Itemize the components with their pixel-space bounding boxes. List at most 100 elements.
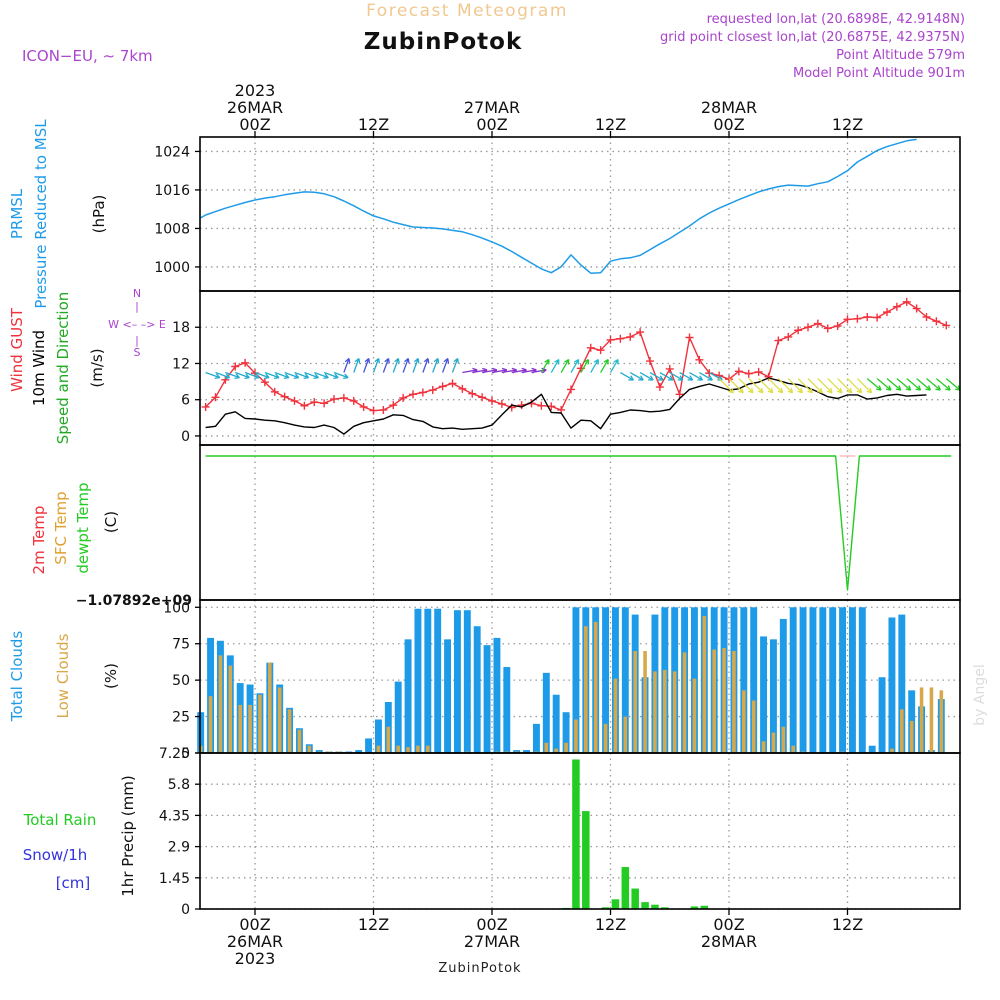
wind-direction-arrowhead xyxy=(214,373,221,380)
gust-marker xyxy=(586,343,595,352)
gust-marker xyxy=(784,332,793,341)
low-clouds-bar xyxy=(426,745,430,753)
wind-direction-arrow xyxy=(649,371,664,381)
wind-direction-arrow xyxy=(600,359,609,373)
model-point-altitude: Model Point Altitude 901m xyxy=(793,66,965,81)
y-tick-label: 25 xyxy=(172,710,190,726)
wind-direction-arrow xyxy=(550,359,560,373)
wind-direction-arrow xyxy=(294,371,309,379)
gust-marker xyxy=(863,312,872,321)
gust-marker xyxy=(320,399,329,408)
total-clouds-bar xyxy=(789,607,797,753)
gust-marker xyxy=(655,383,664,392)
wind-direction-arrow xyxy=(580,359,589,373)
wind-direction-arrow xyxy=(501,369,517,374)
gust-marker xyxy=(912,304,921,313)
wind-direction-arrow xyxy=(758,378,774,394)
total-clouds-bar xyxy=(473,626,481,753)
y-tick-label: 1024 xyxy=(154,144,190,160)
low-clouds-bar xyxy=(623,716,628,753)
wind-direction-arrow xyxy=(699,371,713,381)
wind-direction-arrowhead xyxy=(413,357,420,364)
wind-direction-arrowhead xyxy=(905,385,912,391)
total-clouds-bar xyxy=(404,639,412,753)
low-clouds-bar xyxy=(663,669,667,753)
time-tick-label-top: 12Z xyxy=(595,115,626,134)
wind-direction-arrow xyxy=(412,358,419,373)
y-tick-label: 12 xyxy=(172,356,190,372)
total-clouds-bar xyxy=(779,618,787,753)
pressure-label: PRMSL xyxy=(8,188,26,239)
total-clouds-bar xyxy=(819,607,827,753)
total-clouds-bar xyxy=(552,694,560,753)
wind-direction-arrow xyxy=(402,358,409,373)
gust-marker xyxy=(330,395,338,404)
wind-direction-arrowhead xyxy=(404,357,410,364)
gust-marker xyxy=(942,321,951,330)
y-tick-label: 7.25 xyxy=(159,746,190,762)
wind-direction-arrow xyxy=(847,378,863,394)
gust-marker xyxy=(488,396,496,405)
requested-coords: requested lon,lat (20.6898E, 42.9148N) xyxy=(707,12,965,27)
wind-direction-arrow xyxy=(679,371,693,381)
time-tick-label-top: 12Z xyxy=(832,115,863,134)
low-clouds-bar xyxy=(771,732,776,753)
low-clouds-bar xyxy=(633,651,637,753)
wind-direction-arrowhead xyxy=(687,375,694,381)
wind-direction-arrowhead xyxy=(777,387,784,394)
wind-direction-arrow xyxy=(254,371,270,379)
total-clouds-bar xyxy=(799,607,807,753)
wind-direction-arrowhead xyxy=(925,385,932,391)
total-clouds-bar xyxy=(355,750,363,753)
wind-direction-arrow xyxy=(353,358,360,373)
wind-direction-arrowhead xyxy=(273,373,280,380)
gust-marker xyxy=(892,302,901,311)
gust-marker xyxy=(685,333,694,342)
gust-marker xyxy=(260,378,269,387)
wind-direction-arrowhead xyxy=(433,357,440,364)
panel-frame-precipitation xyxy=(199,752,961,910)
wind-direction-arrow xyxy=(372,358,380,373)
low-clouds-bar xyxy=(890,748,894,753)
low-clouds-bar xyxy=(702,616,707,753)
wind-direction-arrow xyxy=(511,369,527,374)
temp-2m-label: 2m Temp xyxy=(30,506,48,575)
low-clouds-bar xyxy=(712,649,716,753)
time-tick-label-top: 26MAR xyxy=(227,98,283,117)
wind-direction-arrow xyxy=(659,371,674,381)
time-tick-label-top: 00Z xyxy=(476,115,507,134)
total-clouds-bar xyxy=(503,667,511,753)
gust-marker xyxy=(754,367,763,376)
gust-marker xyxy=(794,326,803,335)
wind-direction-arrowhead xyxy=(264,373,270,380)
wind-direction-arrowhead xyxy=(323,373,329,380)
wind-direction-arrow xyxy=(491,369,507,374)
wind-direction-arrowhead xyxy=(856,387,863,394)
wind-direction-arrow xyxy=(314,371,329,379)
wind-direction-arrowhead xyxy=(757,387,764,394)
time-tick-label-bottom: 28MAR xyxy=(701,932,757,951)
wind-direction-arrow xyxy=(777,378,793,394)
wind-direction-arrowhead xyxy=(807,387,813,394)
wind-direction-arrow xyxy=(422,358,429,373)
gust-marker xyxy=(883,308,891,317)
wind-direction-arrow xyxy=(560,359,570,373)
low-clouds-bar xyxy=(248,704,252,753)
wind-direction-arrowhead xyxy=(648,375,654,381)
wind-direction-arrowhead xyxy=(343,373,349,380)
gust-marker xyxy=(409,390,417,399)
wind-direction-arrow xyxy=(244,371,260,379)
wind-direction-arrowhead xyxy=(254,373,260,380)
gust-marker xyxy=(221,375,230,384)
wind-direction-arrowhead xyxy=(333,373,339,380)
total-clouds-bar xyxy=(868,745,876,753)
wind-direction-arrowhead xyxy=(423,357,430,364)
y-tick-label: 1000 xyxy=(154,260,190,276)
low-clouds-bar xyxy=(732,651,736,753)
low-clouds-bar xyxy=(228,665,233,753)
wind-direction-arrowhead xyxy=(384,357,390,364)
gust-marker xyxy=(823,324,832,333)
rain-bar xyxy=(690,906,699,909)
wind-unit: (m/s) xyxy=(88,348,106,387)
wind-direction-arrow xyxy=(639,371,654,381)
